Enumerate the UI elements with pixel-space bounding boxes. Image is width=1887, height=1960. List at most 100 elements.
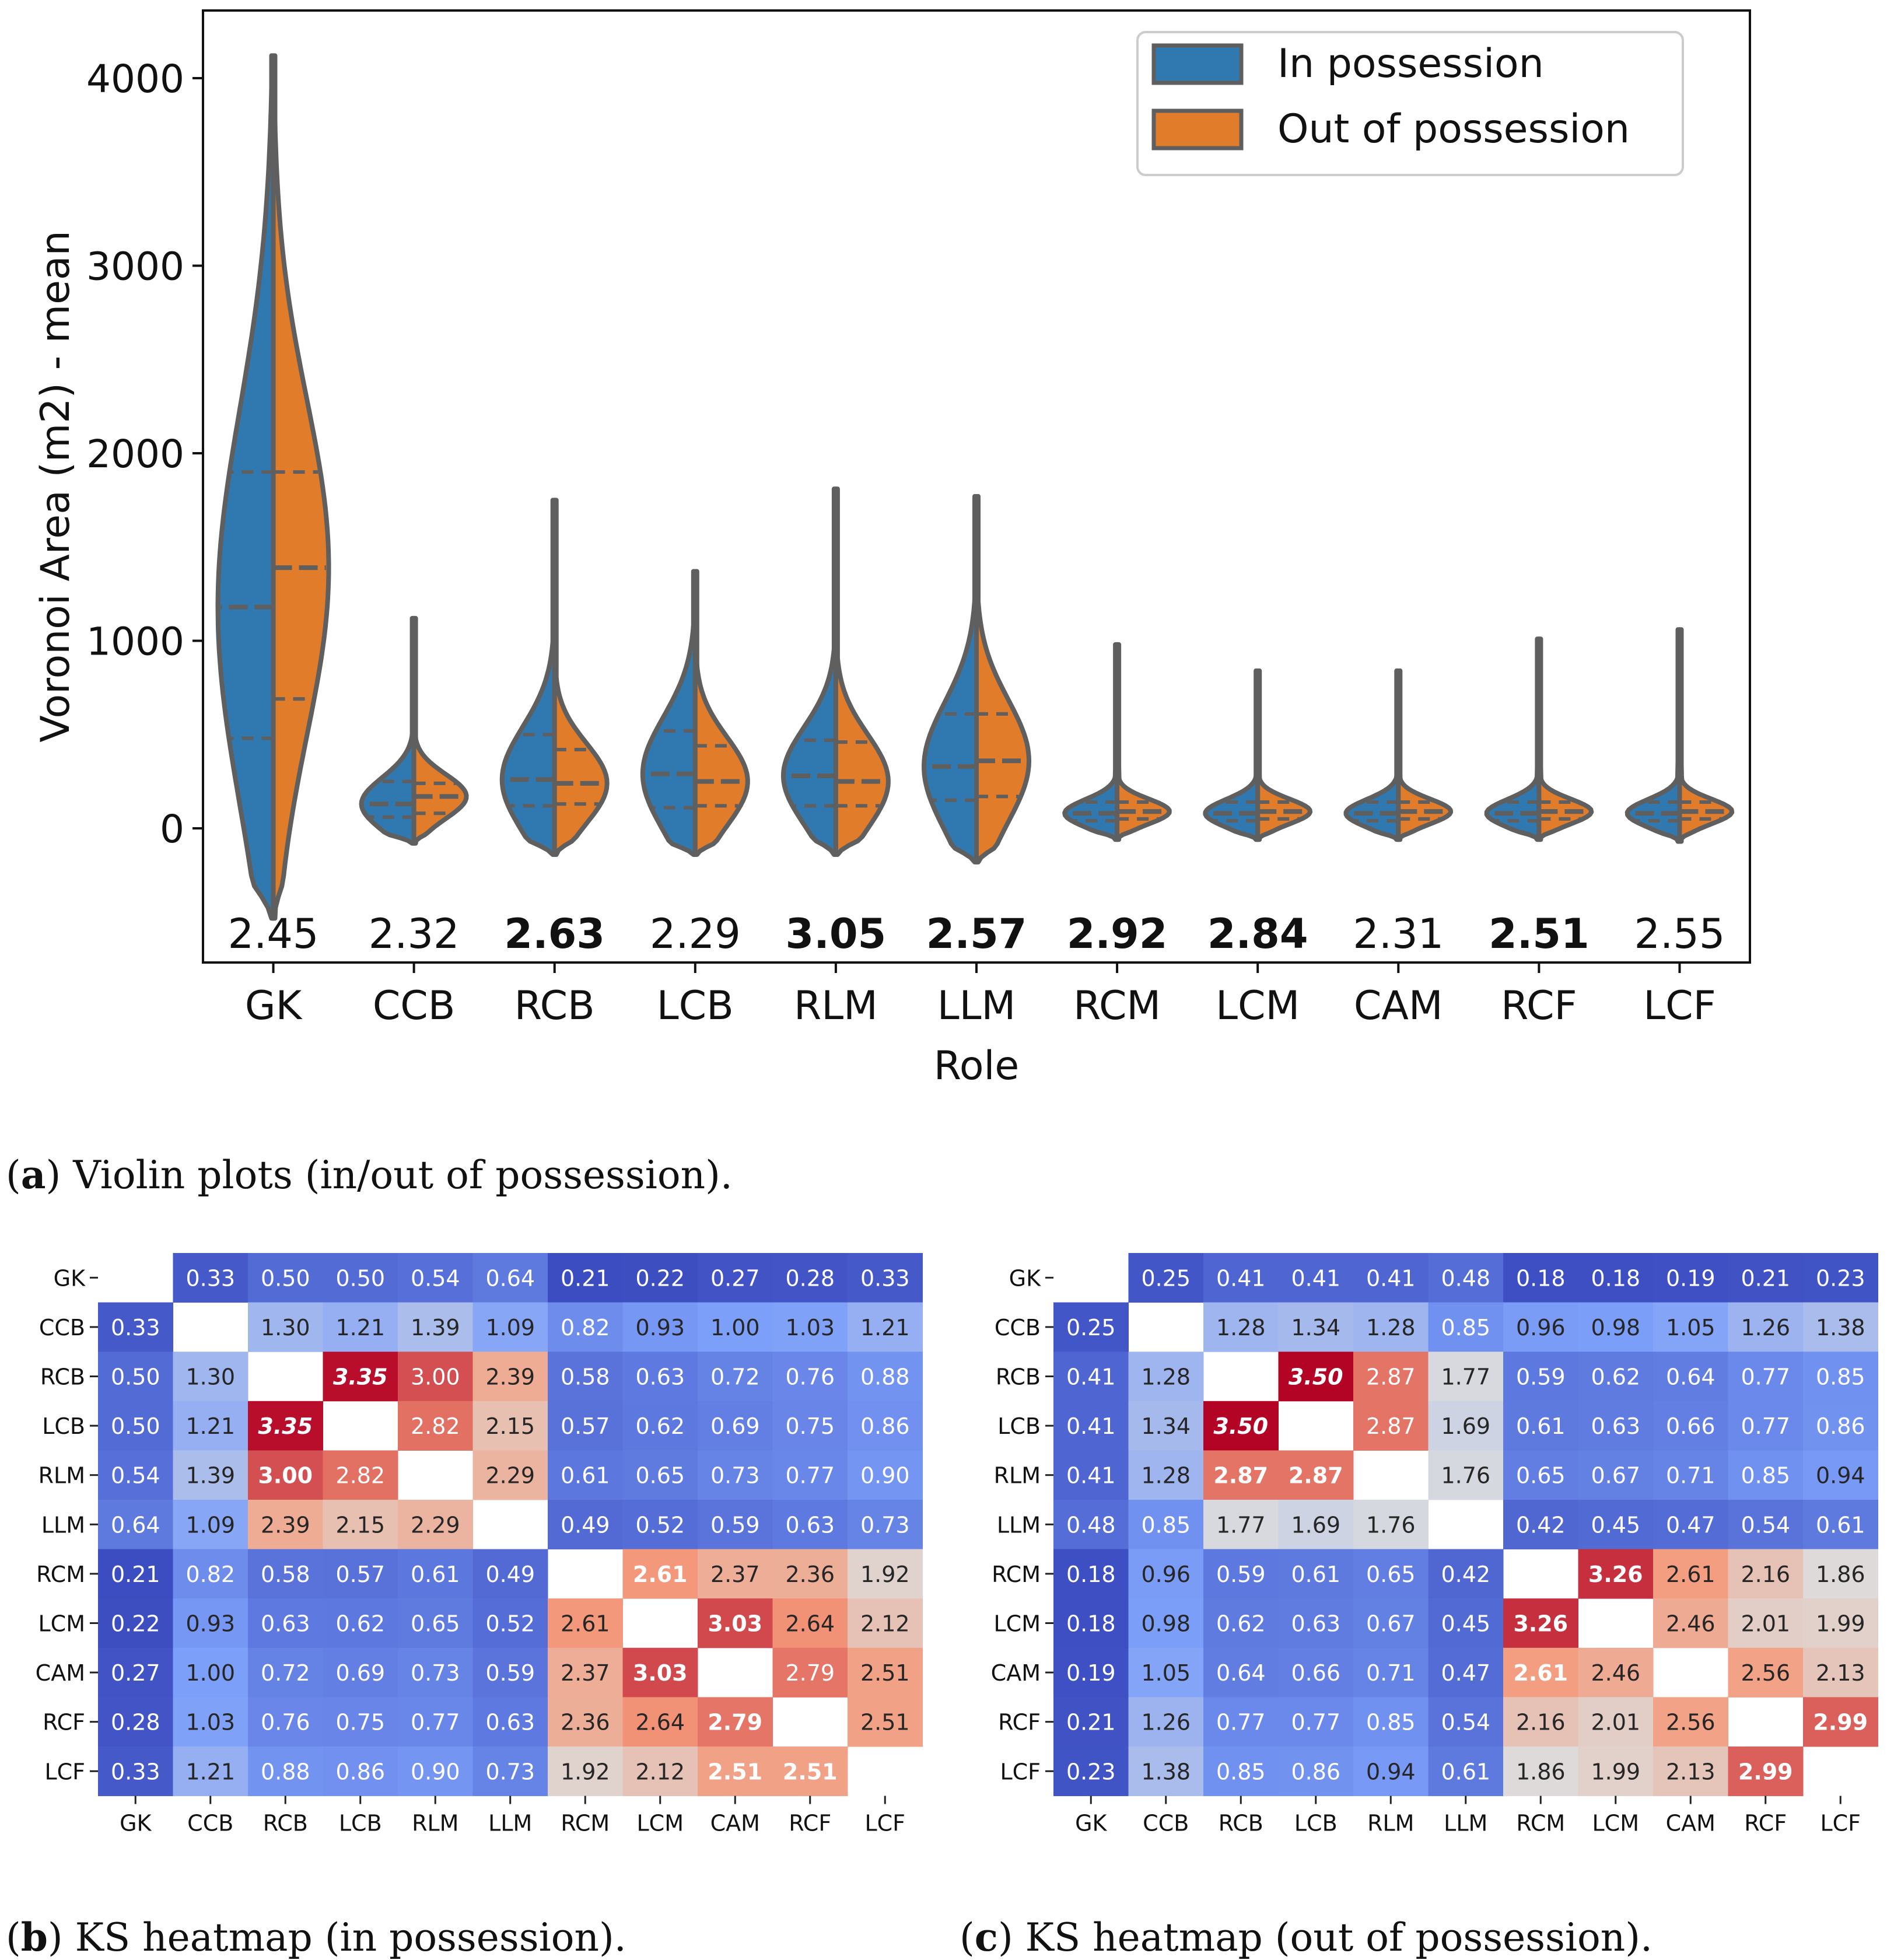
heat-value-c: 0.66: [1291, 1660, 1340, 1686]
heat-cell-c-LCM-RCB: [1203, 1598, 1279, 1648]
heat-cell-b-LCM-LLM: [472, 1598, 548, 1648]
heat-cell-b-RCB-LCF: [848, 1352, 923, 1402]
heat-value-b: 2.64: [785, 1611, 835, 1637]
heat-cell-b-LCB-RLM: [398, 1401, 473, 1451]
heat-value-b: 2.37: [710, 1562, 760, 1587]
heat-value-b: 0.50: [335, 1265, 385, 1291]
heat-cell-c-CAM-RCF: [1728, 1647, 1804, 1698]
heat-value-b: 2.61: [633, 1562, 688, 1587]
violin-in-LLM: [922, 494, 979, 864]
heat-value-c: 0.66: [1666, 1413, 1716, 1439]
heat-cell-c-RCF-LCM: [1578, 1697, 1654, 1747]
heat-cell-b-RCM-CCB: [173, 1549, 248, 1599]
heat-value-c: 2.87: [1366, 1364, 1416, 1390]
heat-row-label-b-RCB: RCB: [40, 1364, 85, 1390]
heat-value-c: 0.47: [1441, 1660, 1490, 1686]
heat-col-label-c-RCF: RCF: [1744, 1811, 1787, 1836]
violin-in-RCB: [499, 498, 557, 858]
heat-cell-b-RCF-GK: [98, 1697, 173, 1747]
heat-cell-c-RCF-LLM: [1428, 1697, 1504, 1747]
heat-cell-c-RCF-LCB: [1278, 1697, 1354, 1747]
heat-cell-c-RCB-RLM: [1353, 1352, 1429, 1402]
heat-value-b: 2.39: [485, 1364, 535, 1390]
heat-cell-c-RCB-RCF: [1728, 1352, 1804, 1402]
heat-value-b: 0.58: [561, 1364, 610, 1390]
heat-value-b: 0.69: [710, 1413, 760, 1439]
heat-cell-b-RCB-RCF: [772, 1352, 848, 1402]
heat-cell-c-LCB-RLM: [1353, 1401, 1429, 1451]
heat-value-b: 2.12: [860, 1611, 910, 1637]
heat-col-label-b-LLM: LLM: [488, 1811, 532, 1836]
heat-value-c: 0.77: [1741, 1364, 1790, 1390]
heat-value-b: 0.72: [261, 1660, 310, 1686]
heat-value-c: 0.71: [1666, 1463, 1716, 1489]
heat-value-c: 0.62: [1216, 1611, 1266, 1637]
heat-value-b: 0.73: [485, 1759, 535, 1784]
heat-value-b: 1.09: [185, 1512, 235, 1538]
heat-value-c: 0.41: [1366, 1265, 1416, 1291]
heat-value-b: 1.09: [485, 1315, 535, 1340]
heat-value-b: 0.62: [335, 1611, 385, 1637]
heat-value-c: 0.21: [1066, 1710, 1116, 1735]
heat-value-b: 3.00: [258, 1463, 313, 1489]
heat-cell-b-RCM-GK: [98, 1549, 173, 1599]
heat-value-b: 0.57: [335, 1562, 385, 1587]
heat-cell-b-RCB-CAM: [698, 1352, 773, 1402]
heat-cell-b-RCF-CAM: [698, 1697, 773, 1747]
heat-value-b: 1.21: [185, 1413, 235, 1439]
heat-col-label-b-RLM: RLM: [412, 1811, 458, 1836]
heat-cell-b-RLM-LCM: [622, 1450, 698, 1500]
heat-value-b: 0.22: [111, 1611, 160, 1637]
caption-c: (c) KS heatmap (out of possession).: [960, 1915, 1653, 1960]
heat-value-b: 0.93: [185, 1611, 235, 1637]
heat-value-c: 1.05: [1666, 1315, 1716, 1340]
heat-value-b: 0.33: [111, 1759, 160, 1784]
heat-cell-b-LCB-RCF: [772, 1401, 848, 1451]
heat-cell-c-GK-RLM: [1353, 1253, 1429, 1303]
heat-value-b: 2.51: [783, 1759, 838, 1784]
heat-value-b: 0.27: [111, 1660, 160, 1686]
heat-col-label-b-GK: GK: [120, 1811, 152, 1836]
heat-value-c: 0.65: [1516, 1463, 1566, 1489]
heat-cell-c-LCB-LCF: [1803, 1401, 1878, 1451]
heat-row-label-c-RLM: RLM: [994, 1463, 1041, 1489]
heat-cell-c-RLM-LCF: [1803, 1450, 1878, 1500]
heat-cell-c-RLM-LCB: [1278, 1450, 1354, 1500]
heat-value-b: 0.33: [111, 1315, 160, 1340]
heat-cell-b-GK-LCB: [323, 1253, 398, 1303]
heat-cell-c-LCB-CAM: [1653, 1401, 1728, 1451]
heat-cell-b-CCB-RLM: [398, 1302, 473, 1352]
heat-value-b: 3.03: [708, 1611, 762, 1637]
heat-value-b: 2.61: [561, 1611, 610, 1637]
heat-value-b: 0.90: [860, 1463, 910, 1489]
heat-value-c: 0.94: [1816, 1463, 1865, 1489]
heat-value-b: 2.79: [785, 1660, 835, 1686]
heat-cell-c-RCF-GK: [1053, 1697, 1129, 1747]
heat-row-label-b-LCF: LCF: [44, 1759, 85, 1784]
heat-row-label-c-LLM: LLM: [997, 1512, 1041, 1538]
heat-value-c: 1.34: [1141, 1413, 1191, 1439]
heat-value-c: 0.59: [1216, 1562, 1266, 1587]
heat-cell-c-LCB-RCB: [1203, 1401, 1279, 1451]
heat-value-c: 1.77: [1216, 1512, 1266, 1538]
heat-cell-c-GK-RCB: [1203, 1253, 1279, 1303]
heat-cell-b-LLM-CAM: [698, 1500, 773, 1550]
heat-value-b: 0.82: [561, 1315, 610, 1340]
heat-cell-b-CCB-CAM: [698, 1302, 773, 1352]
heat-col-label-b-CAM: CAM: [710, 1811, 760, 1836]
heat-value-b: 0.50: [111, 1413, 160, 1439]
heat-value-b: 2.82: [335, 1463, 385, 1489]
heat-cell-b-LCF-CCB: [173, 1746, 248, 1797]
heat-cell-b-LLM-LCF: [848, 1500, 923, 1550]
heat-cell-c-LCB-LLM: [1428, 1401, 1504, 1451]
heat-value-c: 0.18: [1516, 1265, 1566, 1291]
heat-value-c: 0.41: [1291, 1265, 1340, 1291]
heat-row-label-b-CCB: CCB: [39, 1315, 85, 1340]
heat-value-b: 0.73: [710, 1463, 760, 1489]
heat-value-c: 0.94: [1366, 1759, 1416, 1784]
heat-cell-c-LCF-LCB: [1278, 1746, 1354, 1797]
heat-row-label-c-RCB: RCB: [996, 1364, 1041, 1390]
heat-value-c: 0.64: [1216, 1660, 1266, 1686]
heat-cell-b-RCB-LLM: [472, 1352, 548, 1402]
heat-value-c: 0.41: [1066, 1413, 1116, 1439]
